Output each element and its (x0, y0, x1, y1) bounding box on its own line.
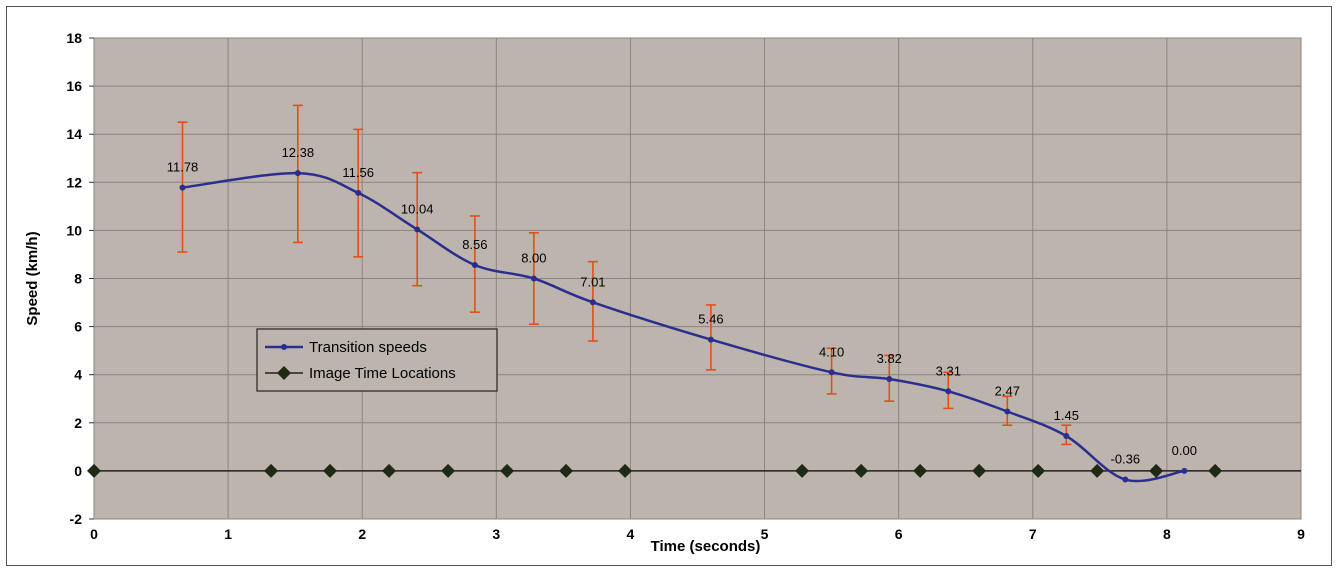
y-tick-label: -2 (70, 511, 83, 527)
data-label: 10.04 (401, 201, 434, 216)
y-tick-label: 4 (74, 367, 82, 383)
data-label: 4.10 (819, 344, 844, 359)
data-label: 11.56 (342, 165, 374, 180)
legend: Transition speeds Image Time Locations (257, 329, 497, 391)
x-tick-label: 6 (895, 526, 903, 542)
x-tick-label: 7 (1029, 526, 1037, 542)
x-tick-label: 0 (90, 526, 98, 542)
y-tick-label: 18 (66, 30, 82, 46)
x-axis-title: Time (seconds) (651, 538, 761, 555)
speed-point (708, 337, 714, 343)
speed-point (1122, 477, 1128, 483)
y-tick-label: 14 (66, 126, 82, 142)
speed-point (295, 170, 301, 176)
data-label: 3.31 (936, 363, 961, 378)
speed-point (886, 376, 892, 382)
data-label: 3.82 (877, 351, 902, 366)
y-tick-label: 0 (74, 463, 82, 479)
y-axis-title: Speed (km/h) (24, 231, 41, 325)
data-label: -0.36 (1110, 452, 1140, 467)
legend-label-transition-speeds: Transition speeds (309, 339, 427, 356)
data-label: 11.78 (167, 160, 199, 175)
y-tick-label: 2 (74, 415, 82, 431)
x-tick-label: 4 (627, 526, 635, 542)
y-tick-label: 16 (66, 78, 82, 94)
speed-point (945, 388, 951, 394)
data-label: 5.46 (698, 312, 723, 327)
data-label: 12.38 (282, 145, 315, 160)
x-tick-label: 1 (224, 526, 232, 542)
data-label: 8.00 (521, 251, 546, 266)
x-tick-label: 8 (1163, 526, 1171, 542)
data-label: 7.01 (580, 274, 605, 289)
speed-point (829, 369, 835, 375)
data-label: 1.45 (1054, 408, 1079, 423)
speed-point (1004, 408, 1010, 414)
y-tick-label: 12 (66, 174, 82, 190)
speed-point (531, 276, 537, 282)
y-tick-label: 10 (66, 222, 82, 238)
speed-point (590, 299, 596, 305)
x-tick-label: 2 (358, 526, 366, 542)
x-tick-label: 5 (761, 526, 769, 542)
x-tick-label: 3 (492, 526, 500, 542)
y-axis-ticks: -2 0 2 4 6 8 10 12 14 16 18 (66, 30, 94, 527)
speed-point (472, 262, 478, 268)
legend-label-image-time-locations: Image Time Locations (309, 365, 456, 382)
data-label: 2.47 (995, 383, 1020, 398)
y-tick-label: 8 (74, 271, 82, 287)
x-tick-label: 9 (1297, 526, 1305, 542)
speed-point (180, 185, 186, 191)
y-tick-label: 6 (74, 319, 82, 335)
data-label: 8.56 (462, 237, 487, 252)
data-label: 0.00 (1172, 443, 1197, 458)
speed-point (414, 226, 420, 232)
speed-point (1063, 433, 1069, 439)
legend-marker-transition-speeds (281, 344, 287, 350)
speed-point (355, 190, 361, 196)
speed-point (1181, 468, 1187, 474)
